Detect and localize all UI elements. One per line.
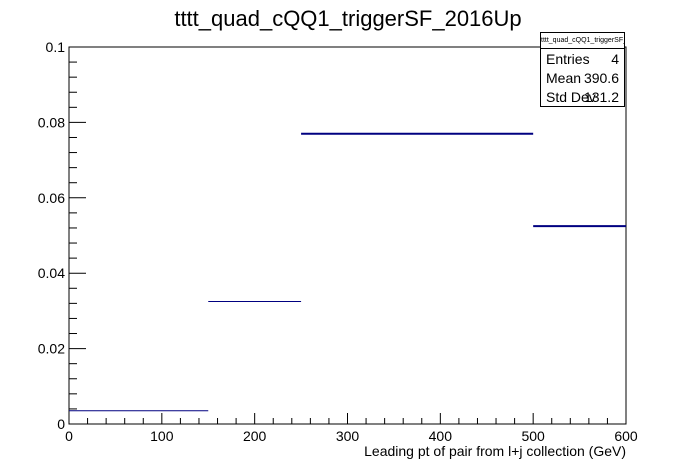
- x-tick-label: 100: [150, 428, 174, 444]
- stats-entries-label: Entries: [546, 51, 590, 67]
- stats-row-stddev: Std Dev 131.2: [546, 88, 619, 107]
- x-tick-label: 200: [243, 428, 267, 444]
- stats-row-mean: Mean 390.6: [546, 69, 619, 88]
- x-tick-label: 600: [614, 428, 638, 444]
- stats-stddev-value: 131.2: [583, 89, 619, 105]
- y-tick-label: 0.04: [38, 265, 65, 281]
- stats-stddev-label: Std Dev: [546, 89, 596, 105]
- y-tick-label: 0.08: [38, 114, 65, 130]
- stats-title: tttt_quad_cQQ1_triggerSF_2016Up: [541, 33, 624, 49]
- stats-mean-label: Mean: [546, 70, 582, 86]
- x-tick-label: 400: [429, 428, 453, 444]
- x-tick-label: 300: [336, 428, 360, 444]
- axes: 0 100 200 300 400 500 600 0 0.02 0.04 0.06 0.08 0.1: [38, 39, 638, 444]
- y-tick-label: 0.1: [46, 39, 66, 55]
- y-tick-label: 0: [57, 416, 65, 432]
- stats-box: tttt_quad_cQQ1_triggerSF_2016Up Entries …: [540, 32, 625, 107]
- x-tick-label: 0: [65, 428, 73, 444]
- chart-title: tttt_quad_cQQ1_triggerSF_2016Up: [174, 6, 521, 31]
- y-tick-label: 0.06: [38, 190, 65, 206]
- y-tick-label: 0.02: [38, 341, 65, 357]
- stats-entries-value: 4: [611, 51, 619, 67]
- x-tick-label: 500: [521, 428, 545, 444]
- stats-mean-value: 390.6: [583, 70, 619, 86]
- x-axis-label: Leading pt of pair from l+j collection (…: [364, 443, 626, 459]
- histogram-bins: [69, 132, 626, 412]
- stats-row-entries: Entries 4: [546, 50, 619, 69]
